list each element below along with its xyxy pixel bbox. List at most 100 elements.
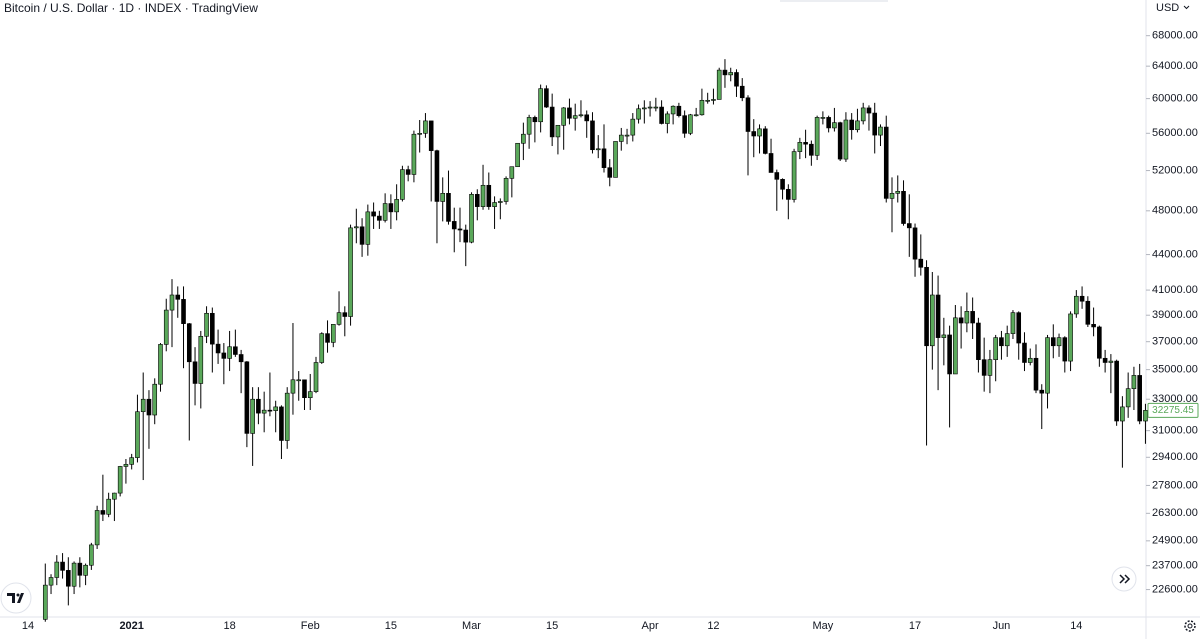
- candle: [1097, 325, 1102, 367]
- candle: [578, 100, 584, 118]
- candle: [953, 305, 958, 375]
- candle: [434, 149, 440, 244]
- candle-body: [215, 343, 221, 354]
- candle-body: [843, 119, 849, 160]
- candle-body: [1010, 312, 1016, 334]
- candle-body: [175, 294, 181, 300]
- candle-body: [642, 107, 647, 110]
- candle: [797, 137, 803, 160]
- candle: [365, 204, 371, 256]
- candle-body: [964, 311, 970, 324]
- candle-body: [486, 184, 492, 207]
- candle-body: [544, 88, 549, 108]
- candle-body: [930, 294, 935, 347]
- candle: [112, 492, 117, 522]
- currency-label[interactable]: USD: [1156, 2, 1179, 14]
- candle-body: [66, 570, 71, 587]
- x-tick-label: 14: [22, 620, 34, 632]
- candle-body: [117, 466, 123, 494]
- x-tick-label: 18: [223, 620, 235, 632]
- candle: [538, 84, 543, 133]
- candle-body: [906, 223, 912, 229]
- candle-body: [872, 112, 878, 136]
- candle-body: [319, 333, 325, 363]
- y-tick-label: 37000.00: [1152, 336, 1198, 348]
- y-tick-label: 56000.00: [1152, 127, 1198, 139]
- candle-body: [1085, 300, 1091, 325]
- candle: [163, 298, 169, 352]
- candle: [330, 324, 336, 348]
- logo-circle[interactable]: [0, 582, 32, 614]
- candle: [319, 332, 325, 364]
- candle: [670, 105, 676, 125]
- candle: [446, 170, 451, 225]
- tradingview-logo[interactable]: [0, 582, 32, 614]
- candle-body: [618, 134, 624, 142]
- candle-body: [883, 126, 889, 199]
- candle-body: [993, 337, 998, 360]
- candle: [895, 175, 901, 203]
- candle-body: [745, 97, 751, 132]
- candle: [515, 142, 520, 168]
- candle: [83, 563, 88, 586]
- candle-body: [313, 362, 319, 392]
- candle-body: [768, 153, 774, 173]
- candle-body: [89, 544, 94, 566]
- y-tick-label: 33000.00: [1152, 393, 1198, 405]
- gear-inner[interactable]: [1187, 623, 1193, 629]
- toolbar-stub: [780, 0, 888, 2]
- y-tick-label: 68000.00: [1152, 30, 1198, 42]
- candle: [423, 113, 428, 138]
- candle-body: [388, 203, 394, 213]
- candle: [774, 169, 780, 211]
- candle: [221, 343, 227, 385]
- candle-body: [302, 379, 307, 398]
- settings-button[interactable]: [1184, 620, 1196, 632]
- candle: [941, 317, 947, 366]
- gear-outer[interactable]: [1184, 620, 1196, 632]
- candle: [377, 210, 382, 229]
- candle: [233, 329, 238, 357]
- candle-body: [279, 406, 284, 441]
- candle-body: [976, 322, 981, 360]
- candle-body: [1108, 360, 1114, 363]
- candle: [544, 85, 549, 108]
- candle-body: [561, 107, 566, 126]
- logo-dot[interactable]: [16, 593, 20, 597]
- candle-body: [330, 324, 336, 343]
- candle: [693, 107, 699, 117]
- candle-body: [935, 294, 941, 338]
- candle: [486, 172, 492, 210]
- button-icon[interactable]: [1119, 574, 1131, 584]
- x-tick-label: Mar: [462, 620, 481, 632]
- candle: [716, 67, 722, 100]
- candle: [636, 104, 641, 124]
- dropdown-caret[interactable]: [1183, 5, 1190, 10]
- candle: [302, 379, 307, 410]
- candle-body: [1033, 357, 1039, 391]
- candle-body: [428, 120, 434, 151]
- candle-body: [1016, 312, 1022, 344]
- candle-body: [112, 492, 117, 500]
- candle: [273, 400, 278, 433]
- candle: [659, 100, 664, 125]
- candle: [595, 135, 601, 159]
- candle-body: [613, 141, 618, 178]
- scroll-to-realtime-button[interactable]: [1111, 566, 1137, 592]
- candle: [889, 177, 895, 233]
- logo-mark[interactable]: [7, 593, 24, 603]
- candle-body: [705, 99, 710, 102]
- candle: [1068, 311, 1073, 372]
- candle-body: [636, 108, 641, 120]
- candle-body: [60, 561, 65, 571]
- candle: [428, 120, 434, 202]
- candle-body: [451, 221, 457, 230]
- candle: [106, 492, 111, 518]
- candle: [906, 194, 912, 257]
- currency-selector[interactable]: USD: [1156, 2, 1190, 14]
- candle: [958, 306, 964, 349]
- candle-body: [716, 69, 722, 100]
- candle-body: [1137, 375, 1142, 422]
- candle: [1027, 348, 1033, 366]
- candle: [296, 371, 302, 401]
